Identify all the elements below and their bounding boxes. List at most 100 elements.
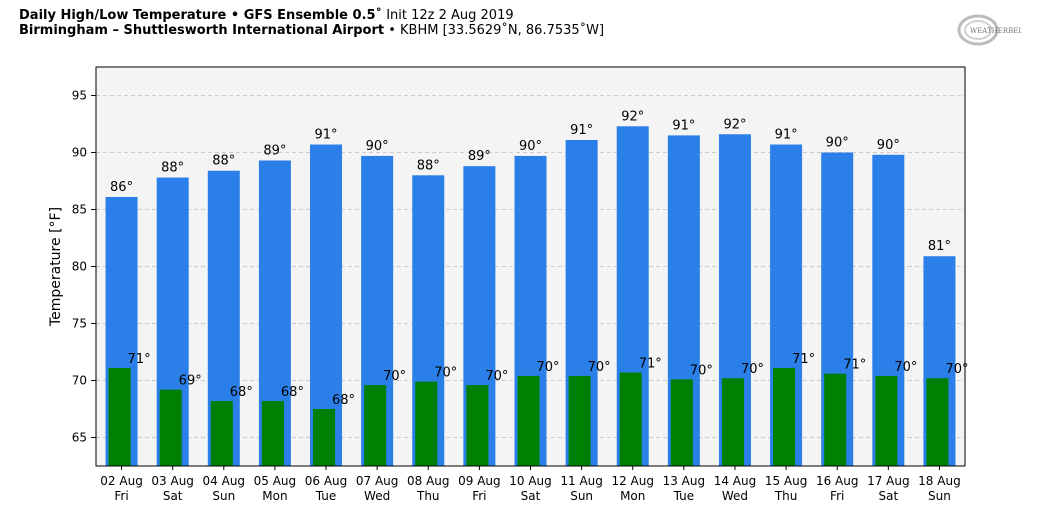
high-label: 90° <box>366 139 389 154</box>
x-tick-day: Fri <box>472 489 486 503</box>
x-tick-day: Sun <box>212 489 235 503</box>
low-bar <box>824 373 847 466</box>
y-tick-label: 90 <box>72 146 87 160</box>
low-label: 71° <box>843 358 866 373</box>
x-tick-day: Mon <box>262 489 287 503</box>
low-label: 68° <box>230 385 253 400</box>
x-tick-date: 15 Aug <box>765 474 808 488</box>
high-label: 91° <box>775 128 798 143</box>
low-label: 70° <box>434 366 457 381</box>
high-label: 90° <box>877 138 900 153</box>
low-bar <box>875 375 898 466</box>
high-label: 91° <box>672 118 695 133</box>
title-line-2: Birmingham – Shuttlesworth International… <box>19 23 604 38</box>
y-tick-label: 75 <box>72 317 87 331</box>
high-label: 90° <box>826 136 849 151</box>
low-bar <box>926 378 949 466</box>
weatherbell-logo: WEATHERBELL <box>956 12 1028 48</box>
low-label: 70° <box>945 362 968 377</box>
data-labels: 86° 71° 88° 69° 88° 68° 89° 68° 91° 68° 90° 70° 88° 7… <box>110 109 968 408</box>
x-tick-day: Mon <box>620 489 645 503</box>
title-line-1: Daily High/Low Temperature • GFS Ensembl… <box>19 8 604 23</box>
high-label: 88° <box>212 154 235 169</box>
x-tick-date: 02 Aug <box>100 474 143 488</box>
x-tick-date: 16 Aug <box>816 474 859 488</box>
title-station: • KBHM [33.5629˚N, 86.7535˚W] <box>384 23 605 38</box>
x-tick-date: 06 Aug <box>305 474 348 488</box>
low-label: 70° <box>741 362 764 377</box>
x-tick-date: 18 Aug <box>918 474 961 488</box>
y-tick-label: 70 <box>72 374 87 388</box>
high-label: 81° <box>928 239 951 254</box>
low-bar <box>619 372 642 466</box>
low-bar <box>415 381 438 466</box>
low-label: 70° <box>383 369 406 384</box>
low-label: 70° <box>537 360 560 375</box>
low-bar <box>210 401 233 466</box>
low-label: 70° <box>588 360 611 375</box>
x-tick-day: Sat <box>521 489 541 503</box>
low-bar <box>466 385 489 466</box>
low-label: 68° <box>332 393 355 408</box>
x-tick-day: Sun <box>928 489 951 503</box>
y-axis: 65 70 75 80 85 90 95 <box>72 89 96 445</box>
low-label: 70° <box>485 369 508 384</box>
low-bars <box>108 367 949 466</box>
x-tick-date: 14 Aug <box>714 474 757 488</box>
low-label: 71° <box>639 357 662 372</box>
low-label: 71° <box>792 352 815 367</box>
x-tick-day: Wed <box>364 489 390 503</box>
x-tick-day: Thu <box>774 489 798 503</box>
x-tick-date: 11 Aug <box>560 474 603 488</box>
high-label: 88° <box>161 161 184 176</box>
high-label: 91° <box>315 128 338 143</box>
x-tick-date: 13 Aug <box>663 474 706 488</box>
x-tick-day: Fri <box>114 489 128 503</box>
logo-text: WEATHERBELL <box>970 27 1022 35</box>
low-bar <box>313 409 336 466</box>
x-tick-date: 12 Aug <box>611 474 654 488</box>
chart-title-block: Daily High/Low Temperature • GFS Ensembl… <box>19 8 604 38</box>
low-label: 71° <box>128 352 151 367</box>
low-label: 69° <box>179 374 202 389</box>
low-bar <box>364 385 387 466</box>
high-label: 90° <box>519 139 542 154</box>
x-tick-date: 09 Aug <box>458 474 501 488</box>
x-tick-day: Sun <box>570 489 593 503</box>
high-label: 89° <box>468 149 491 164</box>
x-tick-day: Tue <box>315 489 337 503</box>
x-tick-day: Thu <box>416 489 440 503</box>
weatherbell-logo-icon: WEATHERBELL <box>957 14 1028 46</box>
y-tick-label: 80 <box>72 260 87 274</box>
title-location: Birmingham – Shuttlesworth International… <box>19 23 385 38</box>
low-bar <box>568 375 591 466</box>
title-init: Init 12z 2 Aug 2019 <box>382 8 514 23</box>
low-bar <box>108 367 131 466</box>
y-tick-label: 85 <box>72 203 87 217</box>
low-bar <box>517 375 540 466</box>
x-tick-day: Sat <box>163 489 183 503</box>
x-tick-date: 07 Aug <box>356 474 399 488</box>
y-tick-label: 65 <box>72 431 87 445</box>
x-tick-day: Tue <box>673 489 695 503</box>
y-tick-label: 95 <box>72 89 87 103</box>
low-bar <box>670 379 693 466</box>
low-bar <box>261 401 284 466</box>
high-label: 92° <box>621 109 644 124</box>
high-label: 92° <box>723 117 746 132</box>
low-label: 68° <box>281 385 304 400</box>
low-label: 70° <box>894 360 917 375</box>
title-main: Daily High/Low Temperature • GFS Ensembl… <box>19 8 383 23</box>
low-bar <box>773 367 796 466</box>
high-label: 91° <box>570 123 593 138</box>
x-tick-date: 08 Aug <box>407 474 450 488</box>
x-tick-day: Wed <box>722 489 748 503</box>
y-axis-label: Temperature [°F] <box>48 207 64 327</box>
x-tick-date: 10 Aug <box>509 474 552 488</box>
high-label: 88° <box>417 158 440 173</box>
x-tick-date: 17 Aug <box>867 474 910 488</box>
x-tick-day: Fri <box>830 489 844 503</box>
x-tick-day: Sat <box>878 489 898 503</box>
